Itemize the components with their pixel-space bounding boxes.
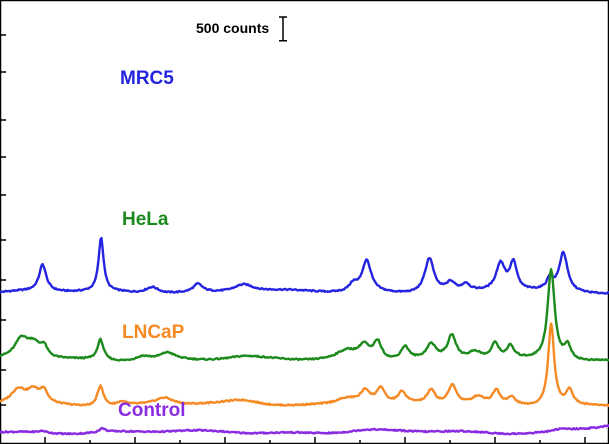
scale-bar: 500 counts (196, 16, 287, 42)
series-label-hela: HeLa (122, 209, 169, 230)
scale-bar-marker (279, 16, 287, 42)
spectra-traces (0, 236, 609, 436)
series-label-control: Control (118, 400, 186, 421)
axis-ticks (0, 34, 586, 444)
series-label-mrc5: MRC5 (120, 68, 174, 89)
series-label-lncap: LNCaP (122, 322, 185, 343)
trace-hela (0, 268, 609, 362)
series-labels: MRC5 HeLa LNCaP Control (118, 68, 186, 421)
trace-mrc5 (0, 236, 609, 295)
trace-lncap (0, 322, 609, 408)
scale-bar-label: 500 counts (196, 20, 269, 36)
trace-control (0, 424, 609, 436)
